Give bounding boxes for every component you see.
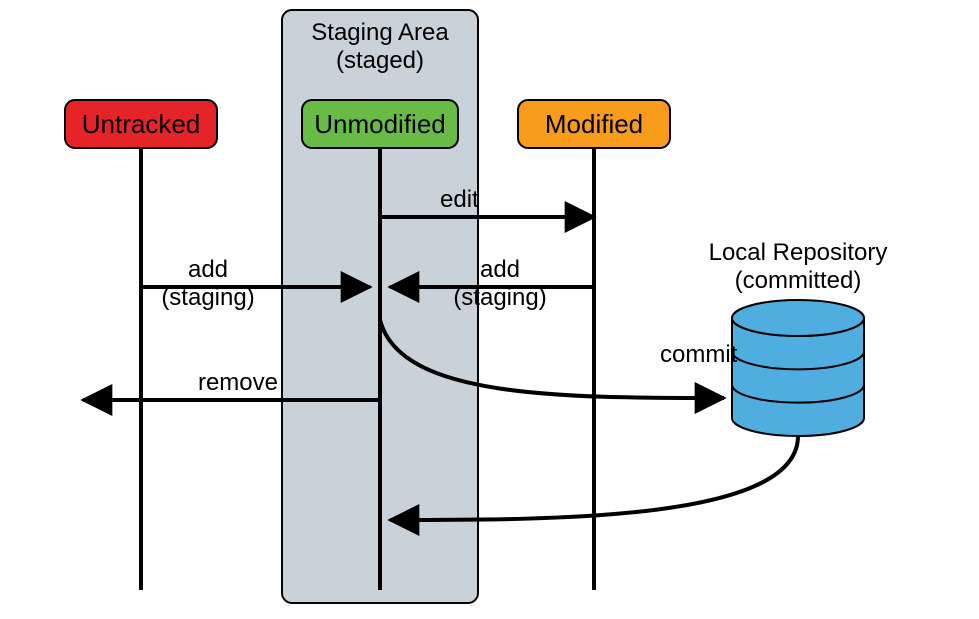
edge-add-left-label-2: (staging) (161, 284, 254, 311)
edge-remove-label: remove (198, 369, 278, 396)
box-modified: Modified (518, 100, 670, 148)
repository-cylinder (732, 300, 864, 436)
edge-add-right-label-2: (staging) (453, 284, 546, 311)
repository-title-2: (committed) (735, 267, 862, 294)
box-untracked-label: Untracked (82, 109, 201, 139)
edge-edit-label: edit (440, 186, 479, 213)
box-unmodified-label: Unmodified (314, 109, 446, 139)
box-unmodified: Unmodified (302, 100, 458, 148)
staging-area-title-1: Staging Area (311, 19, 449, 46)
box-untracked: Untracked (65, 100, 217, 148)
staging-area-title-2: (staged) (336, 47, 424, 74)
edge-commit-label: commit (660, 341, 738, 368)
edge-add-left-label-1: add (188, 256, 228, 283)
box-modified-label: Modified (545, 109, 643, 139)
edge-add-right-label-1: add (480, 256, 520, 283)
repository-title-1: Local Repository (709, 239, 888, 266)
